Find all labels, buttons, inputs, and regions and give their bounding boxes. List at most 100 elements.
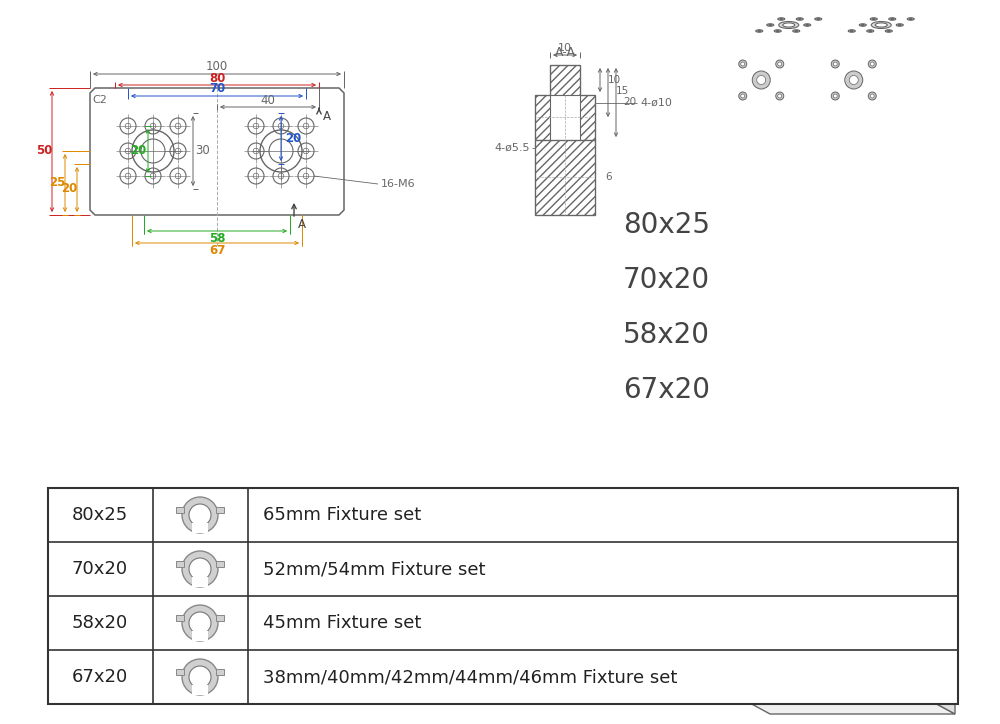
Circle shape bbox=[182, 497, 218, 533]
Ellipse shape bbox=[909, 19, 912, 20]
Text: 80x25: 80x25 bbox=[623, 211, 710, 239]
Text: 67: 67 bbox=[209, 245, 225, 258]
Text: 70x20: 70x20 bbox=[72, 560, 128, 578]
Ellipse shape bbox=[798, 19, 801, 20]
Bar bbox=[216, 668, 224, 675]
Text: 16-M6: 16-M6 bbox=[381, 179, 416, 189]
Polygon shape bbox=[900, 604, 955, 714]
Ellipse shape bbox=[779, 22, 799, 28]
Ellipse shape bbox=[887, 30, 890, 32]
Circle shape bbox=[870, 94, 874, 98]
Bar bbox=[192, 523, 208, 533]
Text: 58: 58 bbox=[209, 232, 225, 245]
Circle shape bbox=[776, 92, 784, 100]
Circle shape bbox=[739, 60, 747, 68]
Bar bbox=[535, 95, 550, 140]
Circle shape bbox=[776, 60, 784, 68]
Bar bbox=[535, 140, 595, 215]
Ellipse shape bbox=[885, 30, 892, 33]
Text: 25: 25 bbox=[49, 175, 65, 188]
Circle shape bbox=[778, 62, 782, 66]
Bar bbox=[48, 488, 958, 704]
Text: 58x20: 58x20 bbox=[72, 614, 128, 632]
Bar bbox=[176, 560, 184, 567]
Text: 70: 70 bbox=[209, 83, 225, 96]
Ellipse shape bbox=[889, 18, 896, 20]
Text: 15: 15 bbox=[615, 86, 629, 96]
Text: 20: 20 bbox=[130, 145, 146, 158]
Text: 20: 20 bbox=[61, 182, 77, 195]
Bar bbox=[216, 560, 224, 567]
Text: A-A: A-A bbox=[554, 46, 576, 59]
Ellipse shape bbox=[817, 19, 820, 20]
Bar bbox=[176, 507, 184, 513]
Polygon shape bbox=[90, 88, 344, 215]
Text: C2: C2 bbox=[93, 95, 107, 105]
Text: 67x20: 67x20 bbox=[72, 668, 128, 686]
Circle shape bbox=[741, 62, 745, 66]
Text: 70x20: 70x20 bbox=[623, 266, 710, 294]
Circle shape bbox=[833, 94, 837, 98]
Text: 38mm/40mm/42mm/44mm/46mm Fixture set: 38mm/40mm/42mm/44mm/46mm Fixture set bbox=[263, 668, 677, 686]
Text: A: A bbox=[323, 109, 331, 122]
Circle shape bbox=[189, 504, 211, 526]
Bar bbox=[192, 685, 208, 695]
Circle shape bbox=[868, 60, 876, 68]
Circle shape bbox=[831, 60, 839, 68]
Text: 80: 80 bbox=[209, 72, 225, 85]
Bar bbox=[176, 668, 184, 675]
Ellipse shape bbox=[776, 30, 779, 32]
Text: 65mm Fixture set: 65mm Fixture set bbox=[263, 506, 421, 524]
Circle shape bbox=[739, 92, 747, 100]
Text: 30: 30 bbox=[196, 145, 210, 158]
Text: 6: 6 bbox=[606, 172, 612, 182]
Ellipse shape bbox=[756, 30, 763, 33]
Ellipse shape bbox=[891, 19, 894, 20]
Text: 52mm/54mm Fixture set: 52mm/54mm Fixture set bbox=[263, 560, 486, 578]
Text: 67x20: 67x20 bbox=[623, 376, 710, 404]
Ellipse shape bbox=[896, 24, 903, 26]
Ellipse shape bbox=[867, 30, 874, 33]
Bar bbox=[176, 615, 184, 620]
Ellipse shape bbox=[859, 24, 866, 26]
Ellipse shape bbox=[778, 18, 785, 20]
Ellipse shape bbox=[872, 19, 875, 20]
Text: 4-ø10: 4-ø10 bbox=[640, 98, 672, 108]
Ellipse shape bbox=[870, 18, 877, 20]
Ellipse shape bbox=[793, 30, 800, 33]
Ellipse shape bbox=[780, 19, 783, 20]
Ellipse shape bbox=[875, 23, 887, 27]
Ellipse shape bbox=[767, 24, 774, 26]
Circle shape bbox=[752, 71, 770, 89]
Circle shape bbox=[182, 551, 218, 587]
Circle shape bbox=[870, 62, 874, 66]
Ellipse shape bbox=[871, 22, 891, 28]
Circle shape bbox=[845, 71, 863, 89]
Ellipse shape bbox=[795, 30, 798, 32]
Ellipse shape bbox=[907, 18, 914, 20]
Ellipse shape bbox=[783, 23, 795, 27]
Ellipse shape bbox=[774, 30, 781, 33]
Ellipse shape bbox=[848, 30, 855, 33]
Bar bbox=[216, 615, 224, 620]
Text: 40: 40 bbox=[261, 93, 275, 106]
Circle shape bbox=[741, 94, 745, 98]
Ellipse shape bbox=[804, 24, 811, 26]
Text: A: A bbox=[298, 217, 306, 230]
Circle shape bbox=[189, 558, 211, 580]
Text: 4-ø5.5: 4-ø5.5 bbox=[494, 143, 530, 153]
Circle shape bbox=[182, 605, 218, 641]
Ellipse shape bbox=[850, 30, 853, 32]
Text: 80x25: 80x25 bbox=[72, 506, 128, 524]
Text: 58x20: 58x20 bbox=[623, 321, 710, 349]
Bar bbox=[192, 631, 208, 641]
Bar bbox=[216, 507, 224, 513]
Text: 20: 20 bbox=[285, 132, 301, 145]
Ellipse shape bbox=[815, 18, 822, 20]
Circle shape bbox=[868, 92, 876, 100]
Polygon shape bbox=[715, 684, 955, 714]
Circle shape bbox=[189, 666, 211, 688]
Bar bbox=[580, 95, 595, 140]
Text: 10: 10 bbox=[607, 75, 621, 85]
Ellipse shape bbox=[869, 30, 872, 32]
